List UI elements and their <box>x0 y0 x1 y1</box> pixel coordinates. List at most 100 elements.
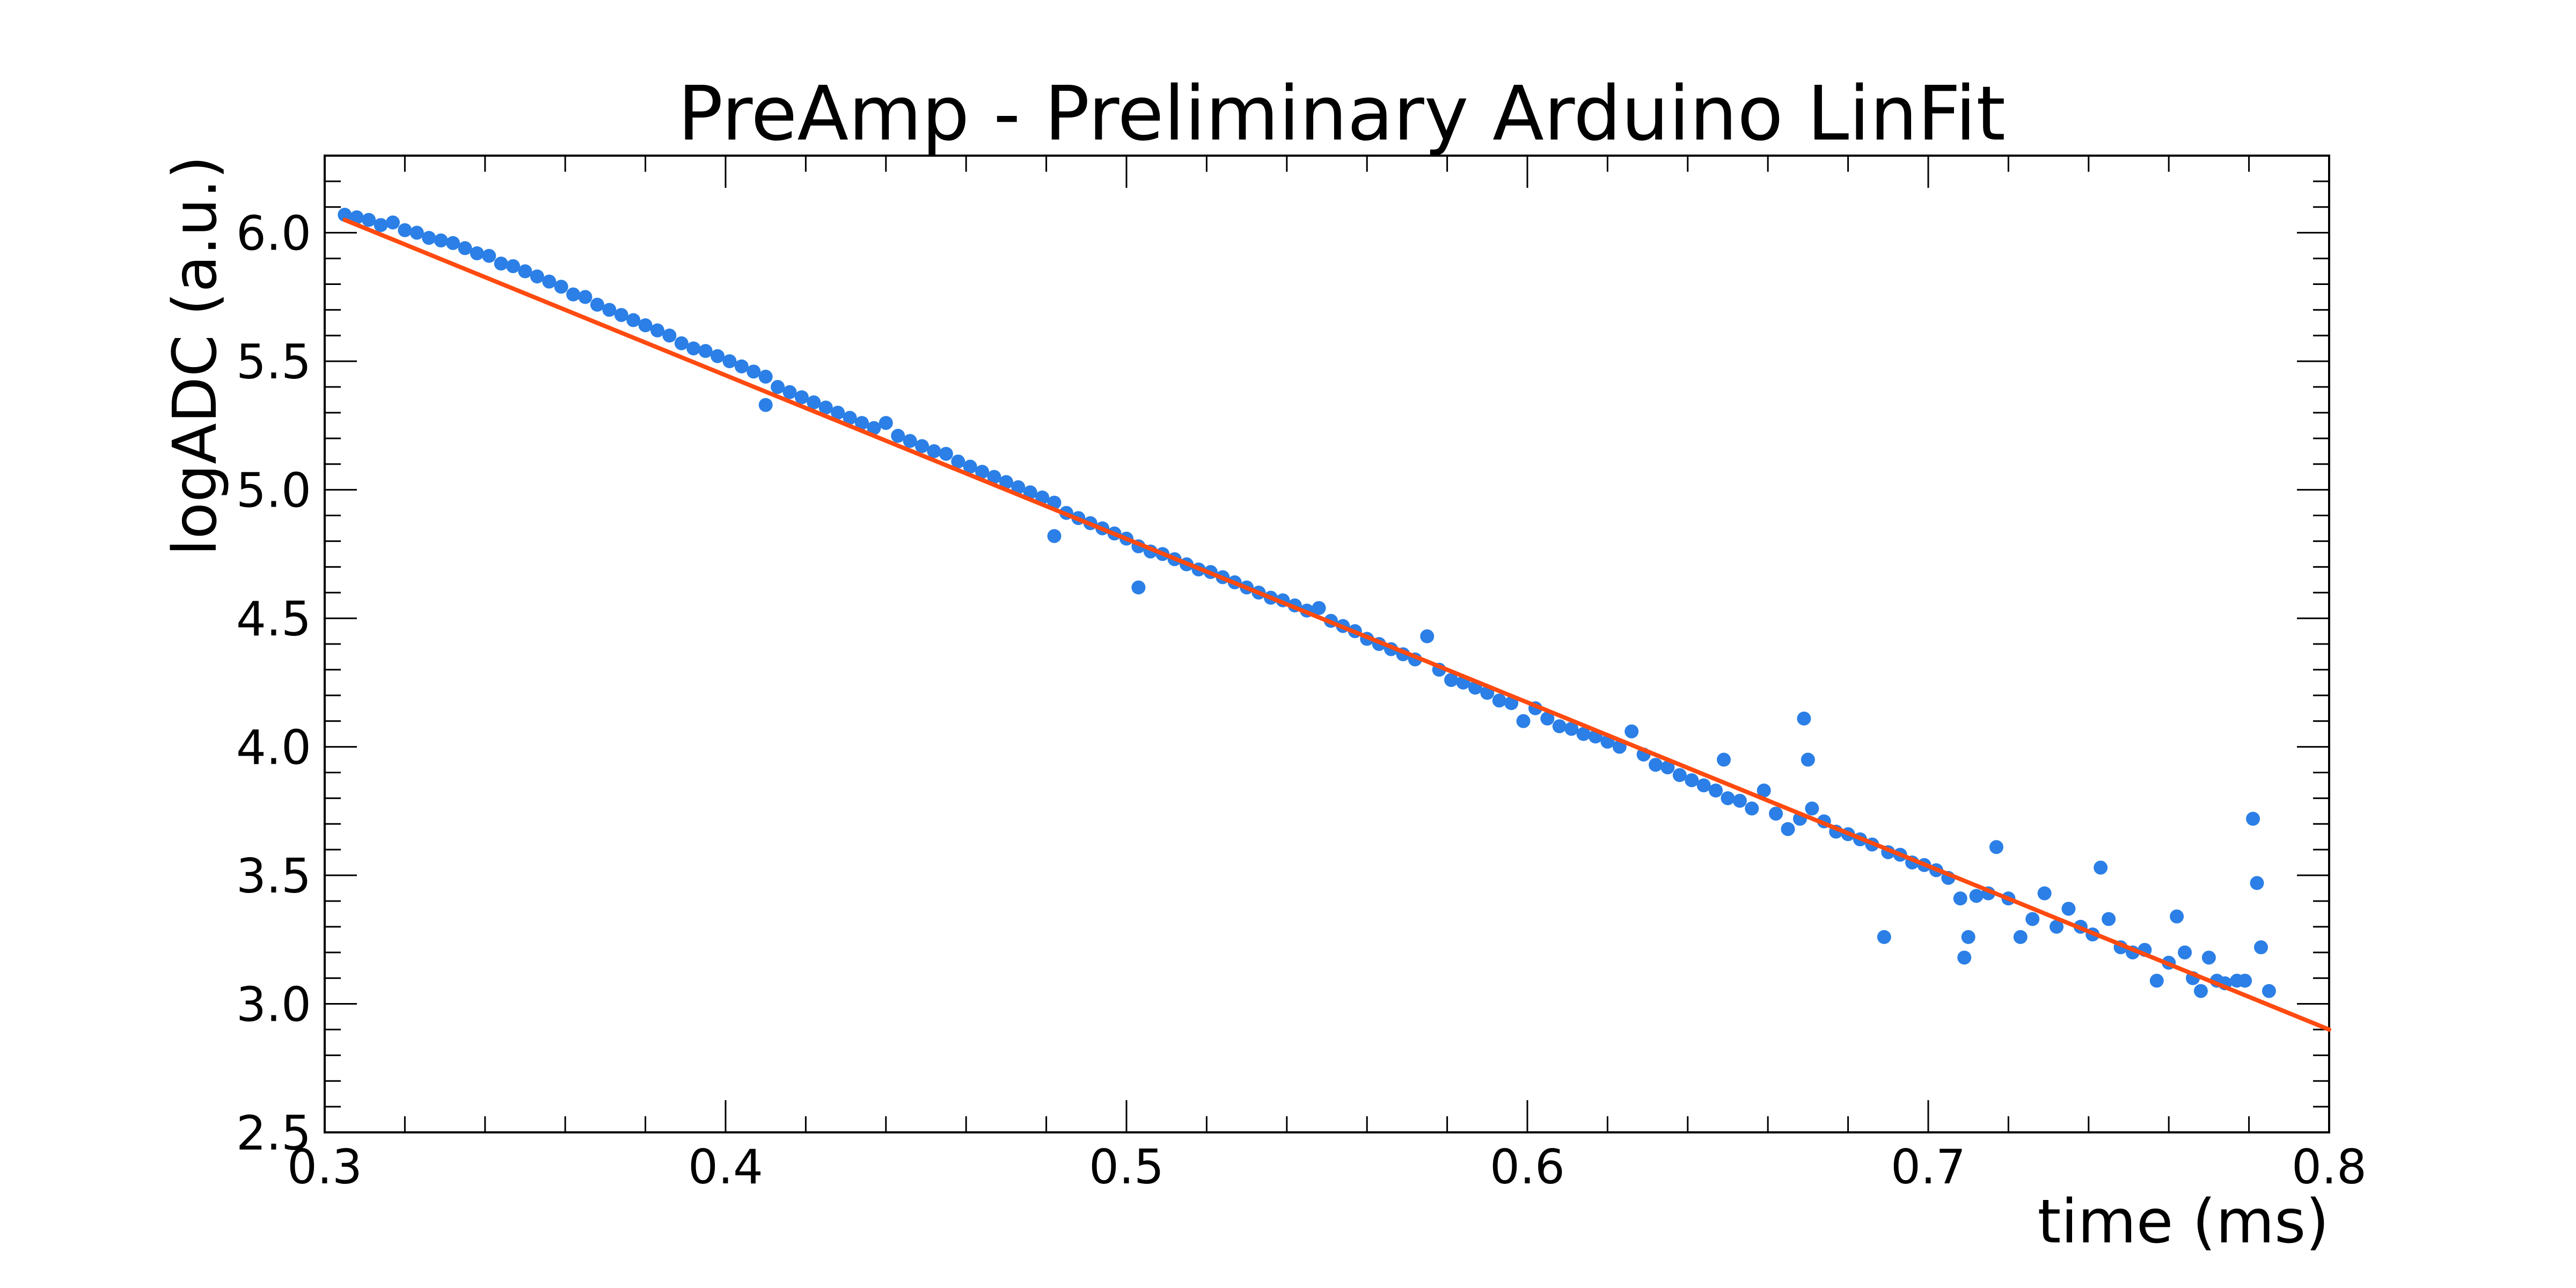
plot-area: 0.3 0.4 0.5 0.6 0.7 0.8 2.5 3.0 3.5 4.0 4.5 5.0 5.5 6… <box>236 155 2367 1195</box>
x-axis-label: time (ms) <box>2038 1187 2329 1257</box>
data-point <box>602 303 617 317</box>
data-point <box>506 259 521 273</box>
data-point <box>1953 891 1967 906</box>
data-point <box>662 328 677 343</box>
chart-title: PreAmp - Preliminary Arduino LinFit <box>678 70 2006 158</box>
data-point <box>2149 974 2164 988</box>
data-point <box>542 274 557 289</box>
data-point <box>758 369 773 384</box>
data-point <box>1672 768 1687 782</box>
data-point <box>1721 791 1735 806</box>
data-point <box>1516 714 1531 728</box>
data-point <box>2201 950 2216 965</box>
data-point <box>409 225 424 240</box>
x-tick-label: 0.4 <box>688 1139 763 1195</box>
data-point <box>1801 752 1815 767</box>
data-point <box>734 359 749 374</box>
data-point <box>1564 722 1579 736</box>
data-point <box>494 257 508 271</box>
data-point <box>1717 752 1731 767</box>
x-tick-label: 0.6 <box>1490 1139 1565 1195</box>
data-point <box>831 405 845 420</box>
data-point <box>1504 696 1519 711</box>
data-point <box>422 231 436 245</box>
data-point <box>1023 485 1037 500</box>
data-point <box>2238 974 2252 988</box>
data-point <box>1420 629 1435 643</box>
y-axis-label: logADC (a.u.) <box>160 156 230 556</box>
x-tick-label: 0.8 <box>2292 1139 2367 1195</box>
data-point <box>2170 909 2184 924</box>
data-point <box>2254 940 2268 955</box>
data-point <box>927 444 941 458</box>
data-point <box>650 323 665 338</box>
data-point <box>626 313 641 327</box>
data-point <box>1745 801 1759 816</box>
data-point <box>1047 529 1062 543</box>
data-point <box>398 223 412 237</box>
data-point <box>1540 711 1555 726</box>
data-point <box>2178 945 2192 960</box>
data-point <box>867 421 881 435</box>
data-point <box>1797 711 1811 726</box>
data-point <box>1685 773 1699 787</box>
data-point <box>782 385 797 399</box>
data-point <box>2246 811 2260 826</box>
data-point <box>338 208 352 222</box>
data-point <box>1961 930 1975 944</box>
fit-line <box>342 217 2331 1032</box>
data-point <box>1732 794 1747 808</box>
data-point <box>843 411 857 425</box>
data-point <box>1624 724 1639 738</box>
data-point <box>2050 919 2064 934</box>
data-point <box>807 395 821 409</box>
data-point <box>2102 912 2116 926</box>
data-point <box>1660 760 1675 774</box>
data-point <box>686 341 701 356</box>
data-point <box>614 308 628 322</box>
y-tick-label: 3.0 <box>236 977 311 1033</box>
data-point <box>638 318 653 333</box>
y-tick-label: 3.5 <box>236 848 311 904</box>
data-point <box>590 297 604 312</box>
data-point <box>879 416 893 430</box>
data-point <box>1781 822 1795 836</box>
data-point <box>2262 984 2276 998</box>
data-point <box>758 398 773 412</box>
data-point <box>975 465 990 479</box>
data-point <box>470 246 484 260</box>
data-point <box>1757 784 1771 797</box>
data-point <box>891 429 905 443</box>
data-point <box>674 336 689 350</box>
data-point <box>854 416 869 430</box>
data-point <box>446 236 460 250</box>
y-tick-label: 6.0 <box>236 206 311 261</box>
data-point <box>2037 886 2052 901</box>
data-point <box>818 400 833 415</box>
data-point <box>963 459 977 474</box>
data-point <box>1552 719 1567 734</box>
data-point <box>554 280 568 294</box>
data-point <box>2250 876 2264 890</box>
data-point <box>362 213 376 227</box>
data-point <box>2061 902 2076 916</box>
data-point <box>518 264 532 279</box>
data-point <box>578 290 592 304</box>
data-point <box>434 233 448 248</box>
data-point <box>1969 889 1984 903</box>
data-point <box>385 215 400 230</box>
data-point <box>1769 807 1783 821</box>
data-point <box>1805 801 1819 816</box>
data-point <box>2094 860 2108 875</box>
data-point <box>698 344 713 358</box>
x-tick-label: 0.3 <box>287 1139 362 1195</box>
y-tick-label: 2.5 <box>236 1106 311 1161</box>
data-point <box>482 248 496 263</box>
data-point <box>1696 778 1711 793</box>
data-point <box>999 475 1013 489</box>
y-tick-label: 5.0 <box>236 463 311 518</box>
data-point <box>915 439 930 453</box>
data-point <box>1131 580 1146 595</box>
